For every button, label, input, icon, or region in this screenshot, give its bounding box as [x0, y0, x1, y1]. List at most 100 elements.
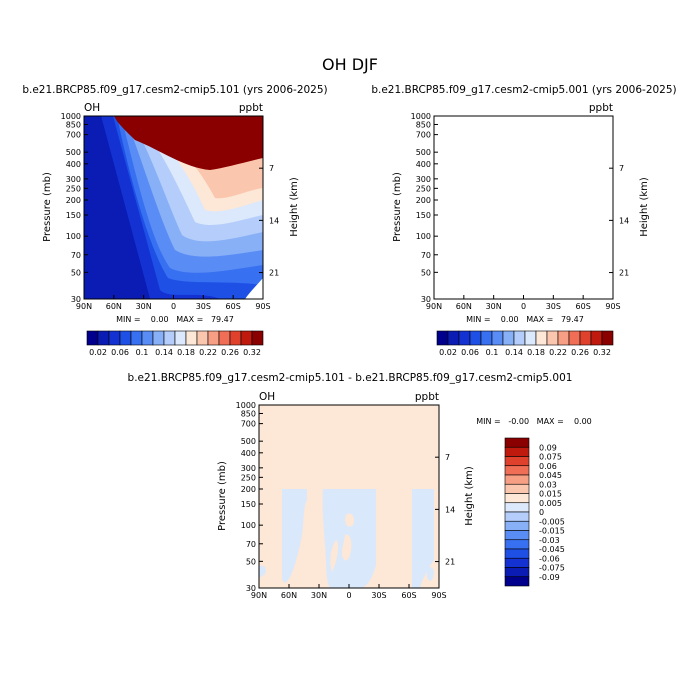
panel-2-title: b.e21.BRCP85.f09_g17.cesm2-cmip5.001 (yr… — [371, 84, 676, 96]
p1-colorbar-label: 0.22 — [199, 348, 217, 357]
p3-colorbar-label: 0 — [539, 508, 544, 517]
p3-colorbar-label: 0.06 — [539, 462, 557, 471]
p1-colorbar-label: 0.26 — [221, 348, 239, 357]
p1-colorbar-swatch — [119, 330, 132, 346]
p2-colorbar-label: 0.32 — [593, 348, 611, 357]
p2-colorbar-swatch — [535, 330, 548, 346]
p2-ytick-label: 500 — [416, 148, 431, 157]
panel-1-ylabel-right: Height (km) — [289, 177, 300, 237]
p2-colorbar-swatch — [469, 330, 482, 346]
p3-xtick-label: 30N — [311, 591, 327, 600]
panel-1-ylabel: Pressure (mb) — [42, 172, 53, 242]
p2-colorbar-swatch — [568, 330, 581, 346]
p2-colorbar-swatch — [579, 330, 592, 346]
p1-colorbar-swatch — [251, 330, 264, 346]
panel-3-corner-right: ppbt — [415, 391, 439, 403]
p2-colorbar-label: 0.06 — [461, 348, 479, 357]
p3-ytick-label: 70 — [246, 540, 256, 549]
p1-xtick-label: 60S — [226, 302, 241, 311]
p3-colorbar-swatch — [504, 567, 530, 578]
panel-3-title: b.e21.BRCP85.f09_g17.cesm2-cmip5.101 - b… — [128, 372, 573, 384]
p3-ytick-label: 50 — [246, 557, 256, 566]
p2-colorbar-swatch — [601, 330, 614, 346]
p2-right-tick-label: 14 — [619, 216, 629, 225]
p1-colorbar-swatch — [86, 330, 99, 346]
p3-colorbar-label: 0.045 — [539, 471, 562, 480]
p2-ytick-label: 30 — [421, 295, 431, 304]
p2-colorbar-label: 0.26 — [571, 348, 589, 357]
panel-2-field — [434, 116, 613, 299]
p3-colorbar-swatch — [504, 530, 530, 541]
p1-colorbar-swatch — [185, 330, 198, 346]
p1-xtick-label: 30N — [136, 302, 152, 311]
p2-ytick-label: 50 — [421, 268, 431, 277]
p2-xtick-label: 90S — [605, 302, 620, 311]
p3-colorbar-swatch — [504, 456, 530, 467]
p1-ytick-label: 100 — [66, 232, 81, 241]
panel-2-colorbar: 0.02 0.06 0.1 0.14 0.18 0.22 0.26 0.32 — [436, 330, 614, 357]
p3-xtick-label: 90N — [251, 591, 267, 600]
panel-2-xticks: 90N 60N 30N 0 30S 60S 90S — [426, 295, 621, 311]
p1-ytick-label: 150 — [66, 211, 81, 220]
panel-1-title: b.e21.BRCP85.f09_g17.cesm2-cmip5.101 (yr… — [22, 84, 327, 96]
p1-ytick-label: 200 — [66, 196, 81, 205]
p3-colorbar-swatch — [504, 539, 530, 550]
p2-colorbar-swatch — [546, 330, 559, 346]
p1-ytick-label: 1000 — [61, 112, 81, 121]
p3-colorbar-label: -0.06 — [539, 554, 560, 563]
panel-3-corner-left: OH — [259, 391, 275, 403]
p1-colorbar-label: 0.1 — [136, 348, 149, 357]
p1-colorbar-label: 0.18 — [177, 348, 195, 357]
p1-colorbar-swatch — [163, 330, 176, 346]
page-title: OH DJF — [322, 55, 378, 74]
p3-colorbar-swatch — [504, 502, 530, 513]
panel-1-right-ticks: 21 14 7 — [259, 164, 279, 278]
p3-colorbar-label: -0.005 — [539, 517, 565, 526]
p2-colorbar-swatch — [436, 330, 449, 346]
p1-xtick-label: 60N — [106, 302, 122, 311]
panel-2-corner-right: ppbt — [589, 102, 613, 114]
p2-colorbar-swatch — [524, 330, 537, 346]
p3-colorbar-label: -0.045 — [539, 545, 565, 554]
p3-xtick-label: 30S — [371, 591, 386, 600]
p2-colorbar-swatch — [513, 330, 526, 346]
p1-colorbar-swatch — [152, 330, 165, 346]
p1-colorbar-swatch — [240, 330, 253, 346]
p3-ytick-label: 500 — [241, 437, 256, 446]
p1-colorbar-label: 0.32 — [243, 348, 261, 357]
p2-colorbar-swatch — [502, 330, 515, 346]
p2-ytick-label: 250 — [416, 184, 431, 193]
panel-2-frame — [433, 115, 614, 300]
p3-xtick-label: 60S — [401, 591, 416, 600]
p1-colorbar-swatch — [196, 330, 209, 346]
panel-2: b.e21.BRCP85.f09_g17.cesm2-cmip5.001 (yr… — [371, 84, 676, 357]
p3-colorbar-label: 0.005 — [539, 499, 562, 508]
p3-ytick-label: 200 — [241, 485, 256, 494]
p1-colorbar-swatch — [97, 330, 110, 346]
p3-colorbar-swatch — [504, 483, 530, 494]
p3-colorbar-label: 0.09 — [539, 443, 557, 452]
panel-3-right-ticks: 21 14 7 — [435, 453, 455, 567]
p2-xtick-label: 0 — [521, 302, 526, 311]
p1-ytick-label: 250 — [66, 184, 81, 193]
panel-3: b.e21.BRCP85.f09_g17.cesm2-cmip5.101 - b… — [128, 372, 592, 600]
p3-right-tick-label: 14 — [445, 505, 455, 514]
p3-ytick-label: 30 — [246, 584, 256, 593]
p2-colorbar-swatch — [447, 330, 460, 346]
p2-colorbar-label: 0.18 — [527, 348, 545, 357]
p3-colorbar-swatch — [504, 465, 530, 476]
p3-colorbar-label: -0.03 — [539, 536, 560, 545]
p1-colorbar-label: 0.06 — [111, 348, 129, 357]
p3-ytick-label: 850 — [241, 409, 256, 418]
p1-ytick-label: 30 — [71, 295, 81, 304]
p1-right-tick-label: 14 — [269, 216, 279, 225]
p1-colorbar-swatch — [207, 330, 220, 346]
p3-xtick-label: 60N — [281, 591, 297, 600]
p3-xtick-label: 0 — [346, 591, 351, 600]
p2-xtick-label: 90N — [426, 302, 442, 311]
panel-2-ylabel-right: Height (km) — [639, 177, 650, 237]
p1-ytick-label: 850 — [66, 120, 81, 129]
p2-xtick-label: 30S — [546, 302, 561, 311]
panel-1-field — [84, 116, 263, 299]
p2-ytick-label: 70 — [421, 251, 431, 260]
